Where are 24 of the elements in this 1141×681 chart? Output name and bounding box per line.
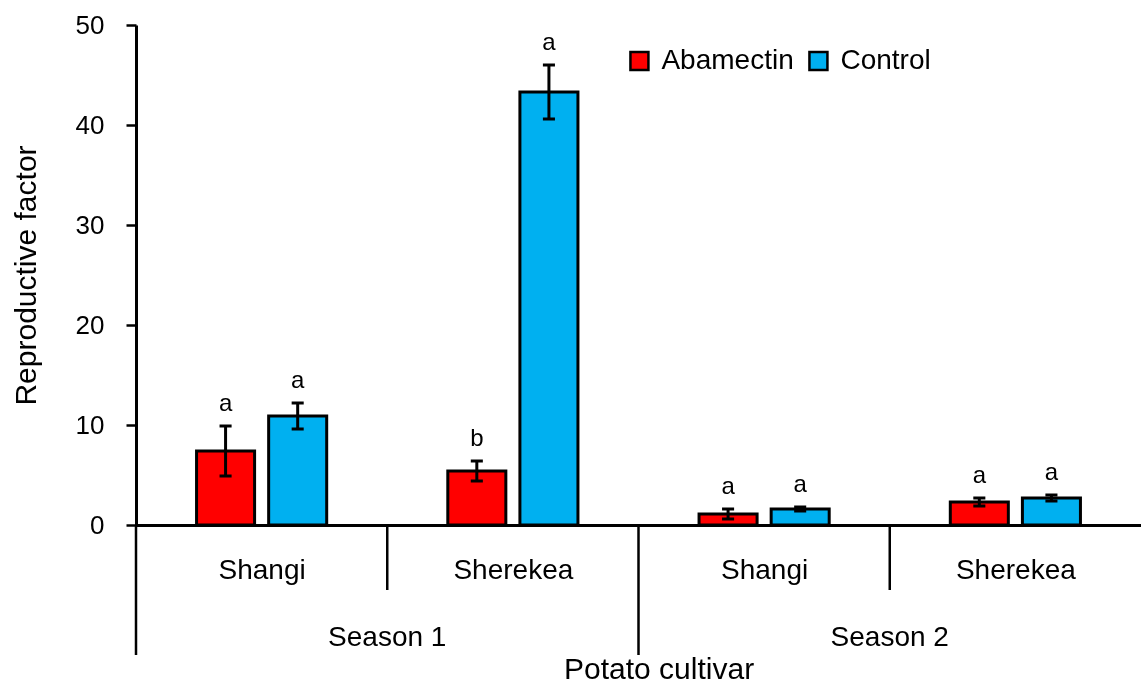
annotation: a bbox=[542, 28, 557, 55]
x-axis-title: Potato cultivar bbox=[564, 651, 755, 681]
annotation: a bbox=[218, 389, 233, 416]
text: Season 1 bbox=[328, 621, 447, 652]
y-axis-title: Reproductive factor bbox=[8, 145, 42, 406]
legend-label: Control bbox=[840, 44, 931, 75]
text: Season 2 bbox=[830, 621, 949, 652]
x-tick-label: Sherekea bbox=[955, 553, 1077, 585]
annotation: b bbox=[470, 424, 484, 451]
annotation: a bbox=[793, 470, 808, 497]
y-tick-label: 20 bbox=[75, 309, 105, 340]
x-tick-label: Sherekea bbox=[453, 553, 574, 585]
annotation: a bbox=[291, 366, 305, 393]
y-tick-label: 50 bbox=[75, 9, 105, 40]
annotation: a bbox=[721, 472, 736, 499]
y-tick-label: 40 bbox=[75, 109, 105, 140]
y-tick-label: 30 bbox=[75, 209, 105, 240]
y-tick-label: 0 bbox=[90, 509, 105, 540]
x-tick-label: Shangi bbox=[218, 553, 306, 585]
y-tick-label: 10 bbox=[75, 409, 105, 440]
annotation: a bbox=[1044, 458, 1059, 485]
annotation: a bbox=[972, 461, 987, 488]
legend-label: Abamectin bbox=[661, 44, 794, 75]
x-tick-label: Shangi bbox=[721, 553, 809, 585]
